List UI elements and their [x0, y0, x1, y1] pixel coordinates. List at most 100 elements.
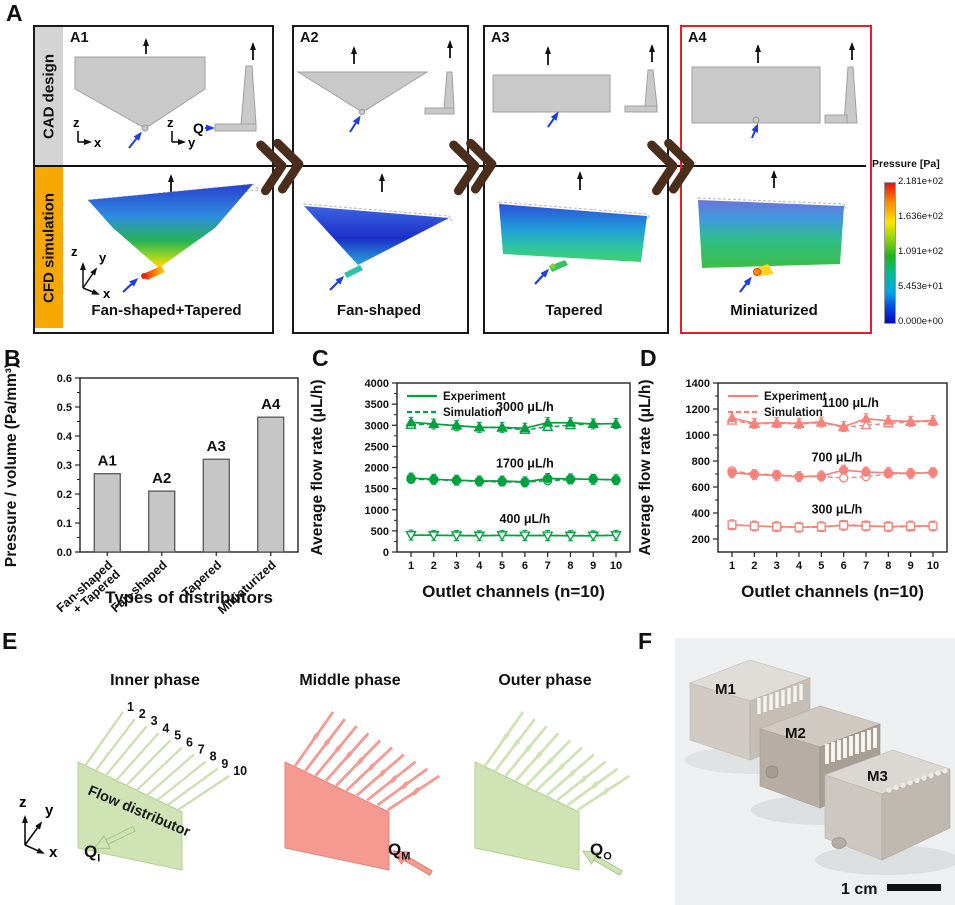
y-tick-label: 1200	[686, 404, 710, 416]
x-tick-label: 4	[796, 560, 803, 572]
channel-nozzle-bulge	[357, 756, 364, 765]
marker-circle	[611, 475, 621, 485]
q-base: Q	[84, 842, 98, 861]
channel-number: 10	[233, 764, 247, 778]
pressure-field-fan-tapered	[88, 184, 253, 268]
device-block-m3: M3	[824, 749, 951, 861]
pressure-field-tapered	[499, 204, 647, 262]
plot-box	[717, 382, 948, 553]
marker-triangle	[905, 415, 917, 426]
cfd-label-a2: Fan-shaped	[336, 302, 422, 319]
x-tick-label: 5	[499, 560, 505, 572]
pressure-colorbar	[884, 182, 896, 324]
y-tick-label: 0.6	[57, 373, 72, 385]
marker-circle	[906, 468, 916, 479]
inlet-hot-spot	[550, 263, 556, 269]
cfd-row-label: CFD simulation	[35, 167, 63, 328]
channel-nozzle-bulge	[401, 781, 409, 790]
experiment-line	[731, 469, 934, 478]
marker-circle	[588, 474, 598, 484]
channel-nozzle-bulge	[580, 775, 588, 783]
cad-drawing-a3	[492, 44, 658, 128]
y-tick-label: 400	[692, 508, 710, 520]
marker-square	[883, 522, 893, 532]
channel-number: 4	[162, 721, 169, 735]
side-view-shape	[424, 71, 455, 115]
outer-phase-title: Outer phase	[498, 672, 592, 689]
side-view-shape	[824, 66, 858, 124]
x-axis-title: Outlet channels (n=10)	[422, 582, 605, 601]
svg-text:y: y	[45, 802, 54, 819]
y-tick-label: 0.4	[57, 431, 73, 443]
marker-triangle	[450, 419, 463, 430]
cfd-label-a4: Miniaturized	[730, 302, 818, 319]
marker-triangle	[860, 419, 872, 430]
series-annotation: 1100 μL/h	[822, 396, 879, 410]
bar	[257, 416, 285, 553]
panel-a-letter: A	[6, 0, 23, 26]
marker-triangle	[496, 421, 508, 432]
x-tick-label: 6	[522, 560, 528, 572]
svg-text:z: z	[19, 794, 27, 811]
marker-circle	[772, 470, 782, 480]
experiment-line	[410, 477, 617, 483]
y-tick-label: 0.5	[57, 402, 72, 414]
cad-drawing-a2	[296, 40, 455, 133]
channel-nozzle-bulge	[379, 769, 386, 777]
channel-nozzle-bulge	[412, 787, 420, 796]
inlet-nozzle	[752, 116, 760, 124]
y-tick-label: 2500	[365, 441, 389, 453]
cad-drawing-a1: z x z y Q	[73, 38, 257, 150]
svg-text:y: y	[188, 135, 196, 150]
marker-square	[861, 521, 871, 531]
colorbar-tick: 5.453e+01	[898, 281, 944, 292]
channel-nozzle-bulge	[312, 732, 320, 741]
cfd-sim-a3	[497, 171, 652, 285]
marker-circle	[406, 473, 416, 483]
next-step-chevron-icon	[647, 138, 695, 196]
x-tick-label: 10	[927, 560, 939, 572]
marker-circle	[451, 475, 462, 485]
channel-line	[166, 767, 219, 807]
inlet-arrow-icon	[582, 850, 623, 876]
inlet-hot-spot	[753, 268, 761, 276]
marker-circle	[565, 474, 576, 484]
inlet-hot-spot	[141, 273, 147, 279]
q-sub: I	[97, 852, 101, 865]
channel-line	[156, 760, 207, 802]
y-tick-label: 1000	[686, 430, 710, 442]
channel-nozzle-bulge	[390, 775, 398, 783]
marker-triangle	[726, 412, 738, 423]
marker-triangle	[428, 418, 440, 429]
x-tick-label: 3	[453, 560, 459, 572]
marker-triangle	[771, 416, 783, 427]
inlet-hole	[831, 837, 847, 849]
cad-row-label: CAD design	[35, 27, 63, 165]
marker-triangle	[748, 417, 760, 428]
marker-circle	[520, 477, 530, 487]
x-tick-label: 2	[431, 560, 437, 572]
inlet-arrow-icon	[739, 276, 752, 293]
marker-triangle	[587, 418, 599, 429]
panel-d-letter: D	[640, 345, 657, 371]
distributor-body	[284, 761, 390, 871]
marker-square	[727, 520, 737, 530]
y-tick-label: 500	[371, 526, 389, 538]
marker-triangle	[473, 421, 485, 432]
experiment-line	[731, 523, 933, 529]
marker-circle	[883, 468, 893, 478]
channel-line	[125, 739, 171, 787]
marker-circle	[727, 468, 737, 478]
svg-text:z: z	[167, 115, 174, 130]
x-tick-label: 2	[751, 560, 757, 572]
y-axis-title: Pressure / volume (Pa/mm³)	[3, 363, 20, 567]
middle-phase-distributor	[284, 711, 440, 876]
channel-nozzle-bulge	[535, 750, 543, 759]
cfd-sim-a1: z y x	[71, 174, 261, 301]
svg-text:x: x	[103, 286, 111, 301]
channel-number: 7	[198, 743, 205, 757]
marker-square	[772, 522, 782, 532]
marker-triangle	[519, 422, 531, 433]
y-axis-title: Average flow rate (μL/h)	[309, 380, 326, 556]
